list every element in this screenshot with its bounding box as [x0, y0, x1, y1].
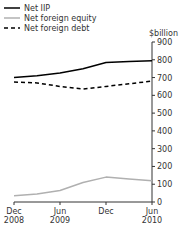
y-tick [152, 148, 155, 149]
y-tick-label: 500 [157, 109, 172, 118]
y-tick-label: 100 [157, 180, 172, 189]
x-tick [14, 202, 15, 205]
legend-label: Net foreign equity [24, 14, 97, 23]
y-tick [152, 166, 155, 167]
y-tick-label: 800 [157, 56, 172, 65]
y-tick [152, 184, 155, 185]
y-axis-label: $billion [149, 29, 178, 38]
x-tick [60, 202, 61, 205]
legend: Net IIPNet foreign equityNet foreign deb… [4, 4, 97, 33]
x-tick-label: Dec [98, 207, 113, 216]
x-tick [106, 202, 107, 205]
x-tick [152, 202, 153, 205]
series-line [14, 61, 152, 78]
y-tick [152, 77, 155, 78]
y-tick-label: 0 [157, 198, 162, 207]
y-tick [152, 113, 155, 114]
y-tick-label: 600 [157, 91, 172, 100]
x-tick-label: Jun2009 [50, 207, 70, 225]
legend-swatch [4, 17, 20, 19]
y-axis-line [152, 42, 153, 202]
chart: 0 100 200 300 400 500 600 700 800 900$billion Dec2… [0, 0, 181, 231]
y-tick-label: 700 [157, 74, 172, 83]
y-tick [152, 95, 155, 96]
legend-label: Net IIP [24, 4, 50, 13]
legend-swatch [4, 27, 20, 29]
series-line [14, 81, 152, 89]
x-axis-line [14, 202, 152, 203]
legend-label: Net foreign debt [24, 24, 89, 33]
y-tick [152, 130, 155, 131]
x-tick-label: Dec2008 [4, 207, 24, 225]
y-tick-label: 200 [157, 162, 172, 171]
y-tick [152, 59, 155, 60]
y-tick-label: 900 [157, 38, 172, 47]
legend-swatch [4, 7, 20, 9]
plot-area [14, 61, 152, 196]
y-tick [152, 42, 155, 43]
y-tick-label: 400 [157, 127, 172, 136]
y-tick-label: 300 [157, 145, 172, 154]
x-tick-label: Jun2010 [142, 207, 162, 225]
series-line [14, 177, 152, 196]
